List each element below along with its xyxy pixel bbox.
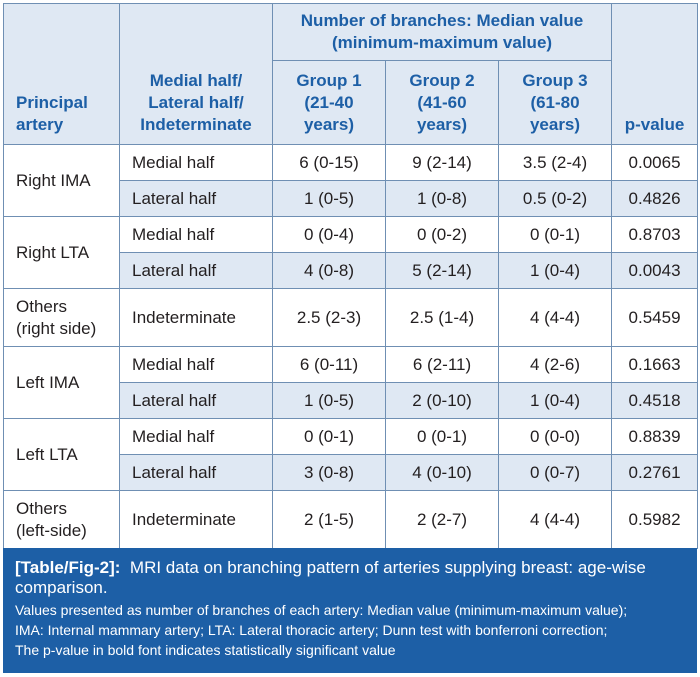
group-2-cell: 5 (2-14) [385,252,499,289]
group-3-cell: 0 (0-7) [497,454,613,491]
table-row: Right LTA Medial half 0 (0-4) 0 (0-2) 0 … [3,216,699,289]
group-1-cell: 1 (0-5) [272,180,386,217]
pvalue-cell: 0.2761 [611,454,699,491]
artery-cell: Right LTA [3,216,120,289]
header-group-1: Group 1 (21-40 years) [272,60,386,145]
group-2-cell: 1 (0-8) [385,180,499,217]
group-1-cell: 0 (0-4) [272,216,386,253]
header-pvalue: p-value [611,3,699,145]
artery-cell: Right IMA [3,144,120,217]
group-3-cell: 4 (2-6) [497,346,613,383]
caption-title-text: MRI data on branching pattern of arterie… [15,558,646,597]
table-row: Others (right side) Indeterminate 2.5 (2… [3,288,699,347]
group-2-cell: 2 (0-10) [385,382,499,419]
artery-cell: Left LTA [3,418,120,491]
group-3-cell: 1 (0-4) [497,382,613,419]
group-3-cell: 3.5 (2-4) [497,144,613,181]
group-1-cell: 4 (0-8) [272,252,386,289]
half-cell: Lateral half [119,454,273,491]
artery-cell: Others (right side) [3,288,120,347]
half-cell: Lateral half [119,180,273,217]
table-row: Others (left-side) Indeterminate 2 (1-5)… [3,490,699,549]
caption-note: IMA: Internal mammary artery; LTA: Later… [15,622,608,638]
half-cell: Medial half [119,216,273,253]
group-1-cell: 0 (0-1) [272,418,386,455]
pvalue-cell: 0.8839 [611,418,699,455]
artery-cell: Left IMA [3,346,120,419]
caption-note: Values presented as number of branches o… [15,602,628,618]
header-half: Medial half/ Lateral half/ Indeterminate [119,3,273,145]
table-row: Lateral half 3 (0-8) 4 (0-10) 0 (0-7) 0.… [4,454,699,491]
pvalue-cell: 0.5982 [611,490,699,549]
table-row: Lateral half 1 (0-5) 2 (0-10) 1 (0-4) 0.… [4,382,699,419]
half-cell: Lateral half [119,252,273,289]
pvalue-cell: 0.5459 [611,288,699,347]
table-row: Right IMA Medial half 6 (0-15) 9 (2-14) … [3,144,699,217]
pvalue-cell: 0.0065 [611,144,699,181]
table-row: Left LTA Medial half 0 (0-1) 0 (0-1) 0 (… [3,418,699,491]
table-row: Lateral half 1 (0-5) 1 (0-8) 0.5 (0-2) 0… [4,180,699,217]
group-2-cell: 0 (0-1) [385,418,499,455]
half-cell: Medial half [119,418,273,455]
half-cell: Indeterminate [119,490,273,549]
artery-cell: Others (left-side) [3,490,120,549]
pvalue-cell: 0.1663 [611,346,699,383]
half-cell: Medial half [119,144,273,181]
header-number-of-branches: Number of branches: Median value (minimu… [271,3,613,61]
group-1-cell: 2.5 (2-3) [272,288,386,347]
pvalue-cell: 0.8703 [611,216,699,253]
caption-label: [Table/Fig-2]: [15,558,121,577]
group-3-cell: 4 (4-4) [497,288,613,347]
group-2-cell: 2.5 (1-4) [385,288,499,347]
table-row: Lateral half 4 (0-8) 5 (2-14) 1 (0-4) 0.… [4,252,699,289]
group-3-cell: 4 (4-4) [497,490,613,549]
half-cell: Medial half [119,346,273,383]
group-2-cell: 0 (0-2) [385,216,499,253]
group-1-cell: 2 (1-5) [272,490,386,549]
group-1-cell: 6 (0-15) [272,144,386,181]
group-3-cell: 0.5 (0-2) [497,180,613,217]
pvalue-cell: 0.0043 [611,252,699,289]
group-2-cell: 6 (2-11) [385,346,499,383]
group-3-cell: 1 (0-4) [497,252,613,289]
group-3-cell: 0 (0-0) [497,418,613,455]
group-1-cell: 3 (0-8) [272,454,386,491]
half-cell: Indeterminate [119,288,273,347]
group-1-cell: 1 (0-5) [272,382,386,419]
group-2-cell: 2 (2-7) [385,490,499,549]
group-1-cell: 6 (0-11) [272,346,386,383]
branching-table: Principal artery Medial half/ Lateral ha… [3,3,699,549]
header-principal-artery: Principal artery [3,3,120,145]
group-3-cell: 0 (0-1) [497,216,613,253]
header-group-2: Group 2 (41-60 years) [385,60,499,145]
group-2-cell: 9 (2-14) [385,144,499,181]
table-caption: [Table/Fig-2]: MRI data on branching pat… [3,548,697,673]
group-2-cell: 4 (0-10) [385,454,499,491]
caption-note: The p-value in bold font indicates stati… [15,642,396,658]
table-row: Left IMA Medial half 6 (0-11) 6 (2-11) 4… [3,346,699,419]
pvalue-cell: 0.4826 [611,180,699,217]
caption-title: [Table/Fig-2]: MRI data on branching pat… [15,558,685,598]
header-group-3: Group 3 (61-80 years) [497,60,613,145]
half-cell: Lateral half [119,382,273,419]
pvalue-cell: 0.4518 [611,382,699,419]
